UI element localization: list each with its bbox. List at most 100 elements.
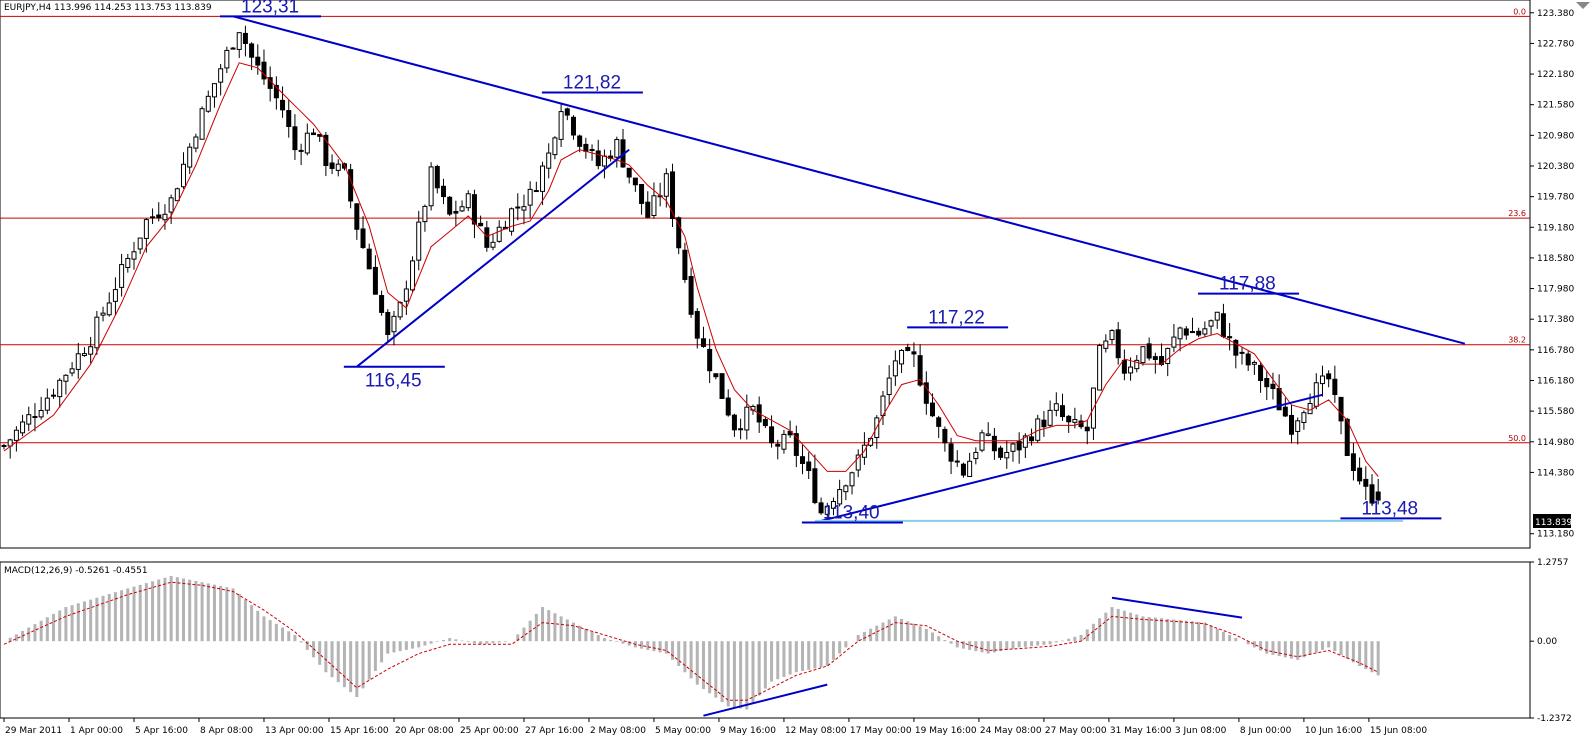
y-tick-label: 116.780 [1537,346,1574,356]
x-tick-label: 9 May 16:00 [720,726,776,736]
candle-body [174,188,180,202]
candle-body [700,338,706,347]
chart-shift-icon[interactable] [1576,2,1590,9]
candle-body [335,163,341,171]
trendline-resistance [232,15,1466,345]
candle-body [892,360,898,377]
candle-body [397,302,403,318]
y-tick-label: 118.580 [1537,254,1574,264]
current-price-marker: 113.839 [1533,514,1572,528]
candle-body [1109,330,1115,340]
candle-body [496,226,502,242]
candle-body [663,173,669,197]
candle-body [242,32,248,44]
candle-body [533,190,539,193]
candle-body [1313,382,1319,407]
candle-body [1239,351,1245,354]
trendline-support-april [356,148,630,368]
fib-level-label: 23.6 [1508,209,1526,218]
fib-level-label: 38.2 [1508,336,1526,345]
candle-body [81,353,87,356]
candle-body [911,351,917,355]
candle-body [800,456,806,464]
x-tick-label: 12 May 08:00 [785,726,847,736]
candle-body [645,201,651,218]
x-tick-label: 29 Mar 2011 [5,726,62,736]
candle-body [428,166,434,207]
candle-body [707,348,713,372]
candle-body [589,148,595,151]
candle-body [32,416,38,419]
candle-body [1146,343,1152,359]
candle-body [577,135,583,147]
x-tick-label: 15 Jun 08:00 [1370,726,1427,736]
candle-body [1220,313,1226,338]
trendline-support-may-june [814,393,1323,524]
candle-body [614,139,620,158]
candle-body [143,219,149,239]
candle-body [1307,403,1313,415]
candle-body [1047,409,1053,426]
x-tick-label: 31 May 16:00 [1110,726,1172,736]
x-tick-label: 5 May 00:00 [655,726,711,736]
candle-body [211,83,217,98]
candle-body [131,251,137,260]
annotation-label: 113,40 [823,502,880,523]
annotation-label: 117,88 [1219,274,1276,295]
candle-body [1152,356,1158,360]
macd-pane: 1.2757 0.00 -1.2372 MACD(12,26,9) -0.5261 … [0,558,1572,724]
candle-body [416,221,422,261]
candle-body [304,132,310,154]
x-tick-label: 8 Apr 08:00 [200,726,253,736]
candle-body [564,108,570,116]
candle-body [979,432,985,451]
candle-body [521,206,527,211]
macd-signal-line [3,581,1379,701]
candle-body [1177,327,1183,340]
candle-body [1022,435,1028,448]
candle-body [57,379,63,398]
candle-body [601,155,607,167]
candle-body [509,208,515,232]
candle-body [63,374,69,382]
candle-body [218,68,224,83]
macd-trendlines [703,596,1243,717]
candle-body [985,433,991,436]
candle-body [1196,330,1202,336]
x-tick-label: 24 May 08:00 [980,726,1042,736]
macd-trendline-macd-divergence-1 [703,683,828,717]
candle-body [1016,440,1022,451]
candle-body [106,302,112,316]
candle-body [94,316,100,349]
x-tick-label: 27 May 00:00 [1045,726,1107,736]
candle-body [1066,415,1072,423]
candle-body [1282,406,1288,417]
candle-body [348,169,354,202]
candle-body [372,266,378,295]
candle-body [781,433,787,450]
candle-body [769,426,775,444]
candle-body [1319,375,1325,385]
candle-body [762,419,768,427]
candle-body [960,463,966,476]
candle-body [775,443,781,447]
candle-body [1369,484,1375,504]
candle-body [88,346,94,355]
candle-body [230,47,236,50]
candle-body [583,143,589,152]
candle-body [261,61,267,80]
candle-body [1029,436,1035,442]
candle-body [1010,443,1016,452]
candle-body [1097,344,1103,391]
candle-body [546,152,552,169]
candle-body [273,84,279,99]
annotation-label: 121,82 [563,72,621,93]
current-price-label: 113.839 [1535,518,1572,528]
price-y-axis: 123.380 122.780 122.180 121.580 120.980 120.3… [1530,9,1574,540]
candle-body [837,489,843,505]
candle-body [199,108,205,140]
candle-body [422,205,428,223]
candle-body [670,171,676,220]
candle-body [205,95,211,112]
